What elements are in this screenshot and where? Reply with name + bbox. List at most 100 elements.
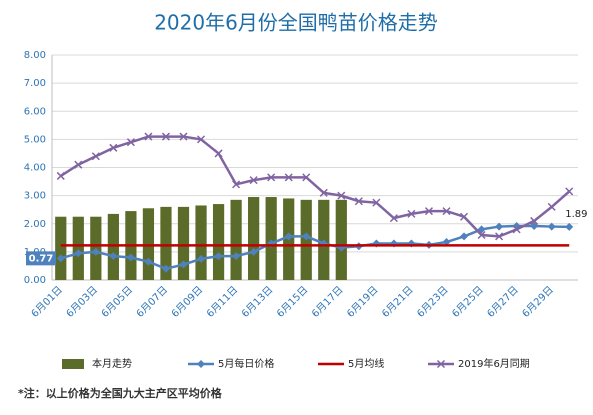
bar: [72, 216, 84, 280]
point: [354, 197, 363, 206]
y-tick-label: 3.00: [24, 191, 46, 202]
x-tick-label: 6月23日: [415, 284, 451, 320]
point: [126, 138, 135, 147]
point: [424, 207, 433, 216]
y-tick-label: 7.00: [24, 78, 46, 89]
bar: [107, 213, 119, 280]
point: [372, 198, 381, 207]
point: [232, 180, 241, 189]
x-tick-label: 6月19日: [344, 284, 380, 320]
point: [460, 232, 469, 241]
point: [407, 209, 416, 218]
point: [161, 132, 170, 141]
x-tick-label: 6月11日: [204, 284, 240, 320]
legend-swatch: [62, 359, 84, 369]
point: [547, 202, 556, 211]
bar: [160, 206, 172, 280]
point: [284, 232, 293, 241]
bar: [55, 216, 67, 280]
y-tick-label: 5.00: [24, 134, 46, 145]
point: [144, 132, 153, 141]
x-tick-label: 6月13日: [239, 284, 275, 320]
x-tick-label: 6月17日: [309, 284, 345, 320]
point: [91, 247, 100, 256]
point: [91, 152, 100, 161]
point: [302, 173, 311, 182]
y-tick-label: 2.00: [24, 219, 46, 230]
bar: [142, 208, 155, 280]
point: [161, 264, 170, 273]
point: [197, 254, 206, 263]
x-tick-label: 6月01日: [29, 284, 65, 320]
point: [197, 135, 206, 144]
point: [284, 173, 293, 182]
point: [460, 212, 469, 221]
x-tick-label: 6月27日: [485, 284, 521, 320]
chart-title: 2020年6月份全国鸭苗价格走势: [154, 11, 438, 35]
y-tick-label: 6.00: [24, 106, 46, 117]
point: [495, 232, 504, 241]
bar: [212, 204, 225, 280]
point: [249, 176, 258, 185]
data-label: 1.89: [565, 209, 587, 220]
x-tick-label: 6月15日: [274, 284, 310, 320]
legend-marker: [436, 359, 446, 369]
bar: [335, 199, 347, 280]
legend-label: 2019年6月同期: [458, 357, 530, 370]
point: [495, 222, 504, 231]
point: [530, 216, 539, 225]
bar: [265, 197, 277, 280]
legend-label: 5月每日价格: [218, 357, 274, 370]
point: [530, 222, 539, 230]
y-tick-label: 4.00: [24, 163, 46, 174]
x-tick-label: 6月29日: [520, 284, 556, 320]
bar: [248, 197, 260, 280]
point: [74, 160, 83, 169]
point: [442, 207, 451, 216]
legend-marker: [197, 360, 205, 368]
point: [565, 222, 574, 231]
x-tick-label: 6月09日: [169, 284, 205, 320]
point: [232, 252, 241, 261]
point: [214, 252, 223, 261]
note: *注：以上价格为全国九大主产区平均价格: [18, 386, 223, 400]
x-tick-label: 6月07日: [134, 284, 170, 320]
point: [565, 187, 574, 196]
point: [337, 191, 346, 200]
point: [547, 222, 556, 231]
x-tick-label: 6月25日: [450, 284, 486, 320]
point: [319, 188, 328, 197]
point: [442, 238, 451, 247]
point: [56, 171, 65, 180]
point: [389, 214, 398, 223]
point: [179, 260, 188, 269]
legend-label: 本月走势: [92, 357, 132, 370]
x-tick-label: 6月03日: [64, 284, 100, 320]
legend-label: 5月均线: [348, 357, 384, 370]
data-label: 0.77: [29, 253, 54, 264]
y-tick-label: 0.00: [24, 275, 46, 286]
bar: [230, 199, 242, 280]
x-tick-label: 6月05日: [99, 284, 135, 320]
line: [60, 135, 571, 238]
point: [109, 143, 118, 152]
y-tick-label: 8.00: [24, 50, 46, 61]
x-tick-label: 6月21日: [380, 284, 416, 320]
point: [126, 253, 135, 262]
line: [60, 224, 570, 271]
bar: [195, 205, 207, 280]
point: [109, 252, 118, 261]
point: [179, 132, 188, 141]
point: [144, 257, 153, 266]
point: [267, 173, 276, 182]
point: [512, 225, 521, 234]
bar: [177, 206, 190, 280]
point: [74, 249, 83, 258]
point: [56, 254, 65, 263]
point: [302, 232, 311, 241]
point: [249, 247, 258, 256]
point: [477, 230, 486, 240]
data-label-box: [26, 251, 56, 266]
point: [214, 149, 223, 158]
